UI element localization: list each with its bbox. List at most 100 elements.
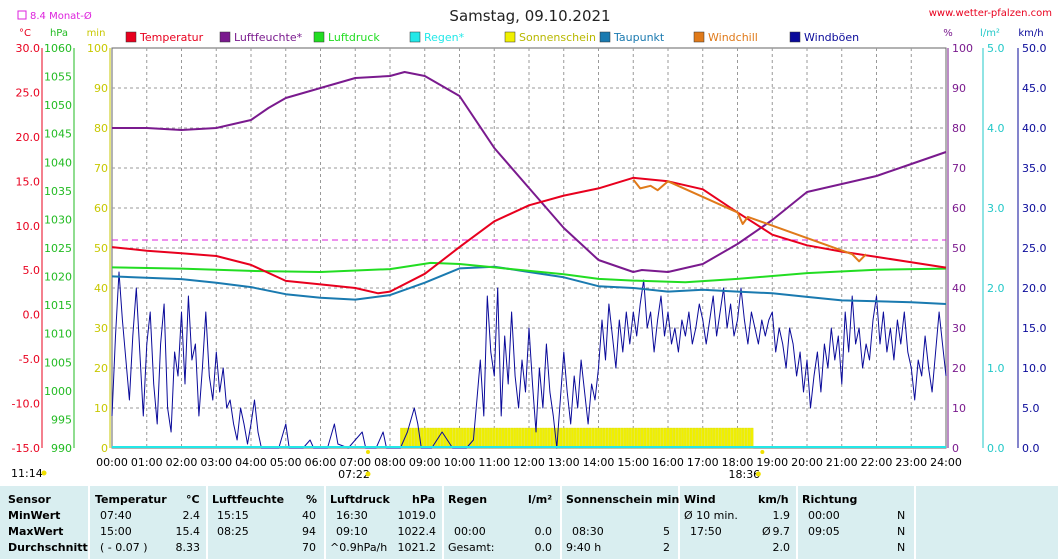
legend-label-5: Taupunkt [613, 31, 665, 44]
sunshine-bar [626, 427, 629, 449]
sunshine-bar [600, 427, 603, 449]
unit-min: min [87, 28, 106, 39]
sunshine-bar [478, 427, 482, 449]
tick-pressure-7: 1025 [44, 242, 72, 255]
tick-pressure-1: 1055 [44, 71, 72, 84]
sunshine-bar [498, 427, 502, 449]
sunshine-bar [620, 427, 624, 449]
min-pres-value: 1019.0 [397, 509, 437, 522]
x-label-18: 18:00 [722, 456, 754, 469]
sunshine-bar [701, 427, 705, 449]
tick-humidity-9: 10 [952, 402, 966, 415]
tick-wind-5: 25.0 [1022, 242, 1047, 255]
x-label-2: 02:00 [166, 456, 198, 469]
x-label-0: 00:00 [96, 456, 128, 469]
tick-pressure-0: 1060 [44, 42, 72, 55]
tick-pressure-13: 995 [51, 413, 72, 426]
chart-title: Samstag, 09.10.2021 [449, 7, 610, 25]
sunshine-bar [574, 427, 577, 449]
x-label-8: 08:00 [374, 456, 406, 469]
sunshine-bar [681, 427, 684, 449]
site-url[interactable]: www.wetter-pfalzen.com [929, 8, 1052, 19]
hdr-rain: Regen [448, 493, 488, 506]
sunshine-bar [559, 427, 563, 449]
sunshine-bar [446, 427, 450, 449]
sunshine-bar [521, 427, 525, 449]
tick-temp-6: 0.0 [23, 309, 41, 322]
sunshine-bar [501, 427, 505, 449]
x-label-20: 20:00 [791, 456, 823, 469]
x-label-21: 21:00 [826, 456, 858, 469]
tick-wind-3: 35.0 [1022, 162, 1047, 175]
x-label-7: 07:00 [339, 456, 371, 469]
sunshine-bar [614, 427, 618, 449]
sunshine-bar [536, 427, 540, 449]
max-hum-value: 94 [302, 525, 316, 538]
tick-rain-1: 4.0 [987, 122, 1005, 135]
legend-swatch-1 [219, 31, 231, 43]
sunshine-bar [744, 427, 748, 449]
sunshine-bar [715, 427, 719, 449]
sunshine-bar [713, 427, 716, 449]
sunshine-bar [733, 427, 736, 449]
sunshine-bar [660, 427, 664, 449]
sunshine-bar [495, 427, 499, 449]
sunshine-bar [678, 427, 681, 449]
sunshine-bar [461, 427, 464, 449]
sunshine-bar [646, 427, 650, 449]
sunshine-bar [655, 427, 658, 449]
sunshine-bar [643, 427, 647, 449]
x-label-12: 12:00 [513, 456, 545, 469]
sunshine-bar [727, 427, 731, 449]
legend-swatch-2 [313, 31, 325, 43]
sunrise-marker [365, 450, 370, 454]
sunshine-bar [739, 427, 742, 449]
tick-pressure-5: 1035 [44, 185, 72, 198]
hdr-direction: Richtung [802, 493, 858, 506]
sunshine-bar [408, 427, 412, 449]
min-dir-time: 00:00 [808, 509, 840, 522]
sunshine-bar [718, 427, 722, 449]
tick-temp-5: 5.0 [23, 264, 41, 277]
tick-pressure-3: 1045 [44, 128, 72, 141]
sunshine-bar [710, 427, 713, 449]
sunshine-bar [672, 427, 676, 449]
series-temperatur [111, 176, 947, 295]
sunshine-bar [640, 427, 644, 449]
tick-temp-9: -15.0 [12, 442, 40, 455]
tick-sun_minutes-0: 100 [87, 42, 108, 55]
tick-humidity-2: 80 [952, 122, 966, 135]
sunshine-bar [675, 427, 679, 449]
tick-humidity-6: 40 [952, 282, 966, 295]
tick-sun_minutes-1: 90 [94, 82, 108, 95]
x-label-11: 11:00 [478, 456, 510, 469]
stats-table: Sensor Temperatur °C Luftfeuchte % Luftd… [0, 486, 1058, 559]
sunshine-bar [741, 427, 745, 449]
hdr-wind: Wind [684, 493, 716, 506]
x-label-23: 23:00 [895, 456, 927, 469]
x-label-24: 24:00 [930, 456, 962, 469]
hdr-humidity: Luftfeuchte [212, 493, 285, 506]
sunshine-bar [611, 427, 615, 449]
tick-sun_minutes-6: 40 [94, 282, 108, 295]
tick-sun_minutes-7: 30 [94, 322, 108, 335]
sunshine-bar [652, 427, 655, 449]
sunshine-bar [698, 427, 702, 449]
tick-temp-0: 30.0 [16, 42, 41, 55]
tick-sun_minutes-10: 0 [101, 442, 108, 455]
sunshine-bar [649, 427, 653, 449]
legend-swatch-0 [125, 31, 137, 43]
max-wind-mark: Ø [762, 525, 771, 538]
tick-pressure-6: 1030 [44, 213, 72, 226]
max-rain-time: 00:00 [454, 525, 486, 538]
sunshine-bar [634, 427, 638, 449]
sunshine-bar [585, 427, 589, 449]
unit-pressure: hPa [50, 28, 68, 39]
min-wind-value: 1.9 [772, 509, 791, 522]
tick-sun_minutes-4: 60 [94, 202, 108, 215]
legend: Temperatur Luftfeuchte* Luftdruck Regen* Son… [125, 31, 859, 44]
sunshine-bar [663, 427, 667, 449]
tick-pressure-11: 1005 [44, 356, 72, 369]
tick-humidity-7: 30 [952, 322, 966, 335]
sunshine-bar [411, 427, 415, 449]
